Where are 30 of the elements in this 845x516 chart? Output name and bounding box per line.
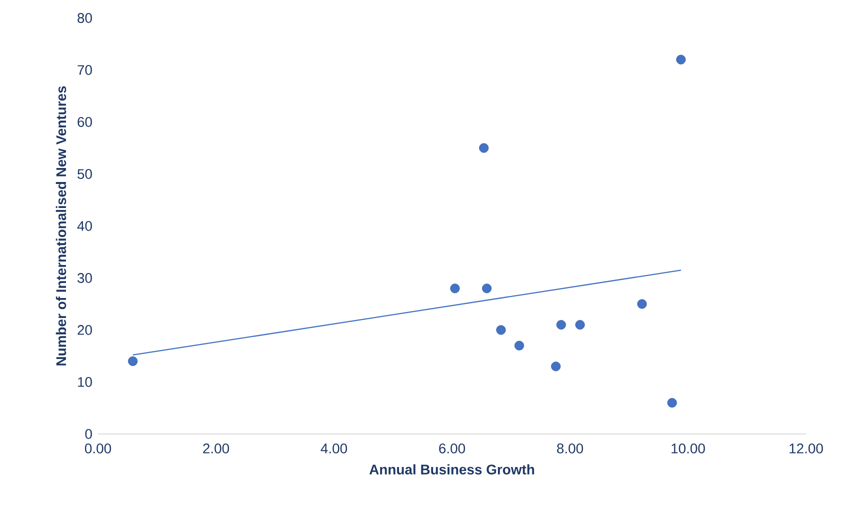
y-tick-label: 30	[77, 273, 92, 283]
y-tick-label: 20	[78, 325, 92, 335]
point	[556, 320, 566, 330]
x-tick-label: 6.00	[439, 444, 466, 454]
x-tick-label: 0.00	[84, 444, 112, 454]
y-axis-title: Number of Internationalised New Ventures	[56, 86, 66, 366]
y-tick-label: 40	[77, 221, 92, 231]
point	[676, 54, 686, 64]
y-tick-label: 50	[78, 169, 92, 179]
x-tick-label: 10.00	[672, 444, 705, 454]
point	[514, 340, 524, 350]
x-axis-title: Annual Business Growth	[369, 464, 534, 474]
point	[482, 284, 492, 294]
y-tick-label: 80	[78, 13, 92, 23]
x-tick-label: 2.00	[203, 444, 230, 454]
x-tick-label: 4.00	[320, 444, 348, 454]
y-tick-label: 0	[85, 429, 92, 439]
point	[128, 356, 138, 366]
point	[575, 320, 585, 330]
y-tick-label: 70	[78, 65, 92, 75]
y-tick-label: 10	[78, 377, 92, 387]
x-tick-label: 8.00	[557, 444, 584, 454]
point	[450, 284, 460, 294]
x-tick-label: 12.00	[790, 444, 823, 454]
point	[637, 299, 647, 309]
point	[496, 325, 506, 335]
point	[667, 398, 677, 408]
point	[551, 362, 561, 372]
point	[479, 143, 489, 153]
y-tick-label: 60	[78, 117, 92, 127]
